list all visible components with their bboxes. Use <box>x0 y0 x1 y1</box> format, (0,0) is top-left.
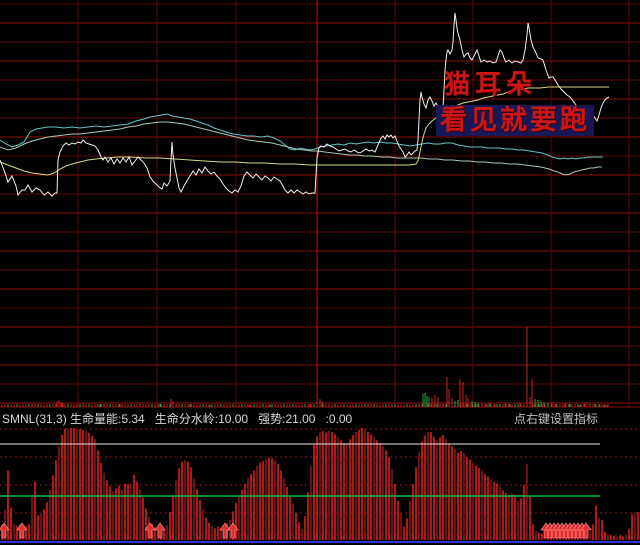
up-arrow-icon <box>0 522 10 539</box>
indicator-fields: 生命量能:5.34 生命分水岭:10.00 强势:21.00 :0.00 <box>70 412 362 426</box>
signal-arrows <box>0 522 592 539</box>
indicator-level-lines <box>0 443 640 543</box>
annotation-cat-ears: 猫耳朵 <box>444 69 538 99</box>
indicator-field: 生命量能:5.34 <box>70 412 145 426</box>
up-arrow-icon <box>219 522 231 539</box>
up-arrow-icon <box>154 522 166 539</box>
indicator-name: SMNL(31,3) <box>2 412 67 426</box>
indicator-field: :0.00 <box>325 412 353 426</box>
set-indicator-hint[interactable]: 点右键设置指标 <box>513 412 598 426</box>
price-lines <box>0 12 610 197</box>
indicator-field: 强势:21.00 <box>258 412 316 426</box>
indicator-histogram <box>0 428 640 540</box>
up-arrow-icon <box>144 522 156 539</box>
grid-lines <box>0 0 640 408</box>
volume-bars <box>1 327 609 407</box>
indicator-field: 生命分水岭:10.00 <box>154 412 249 426</box>
up-arrow-icon <box>580 522 592 539</box>
up-arrow-icon <box>227 522 239 539</box>
indicator-params-row: SMNL(31,3) 生命量能:5.34 生命分水岭:10.00 强势:21.00:… <box>2 410 638 427</box>
up-arrow-icon <box>16 522 28 539</box>
annotation-run-warning: 看见就要跑 <box>436 105 594 136</box>
